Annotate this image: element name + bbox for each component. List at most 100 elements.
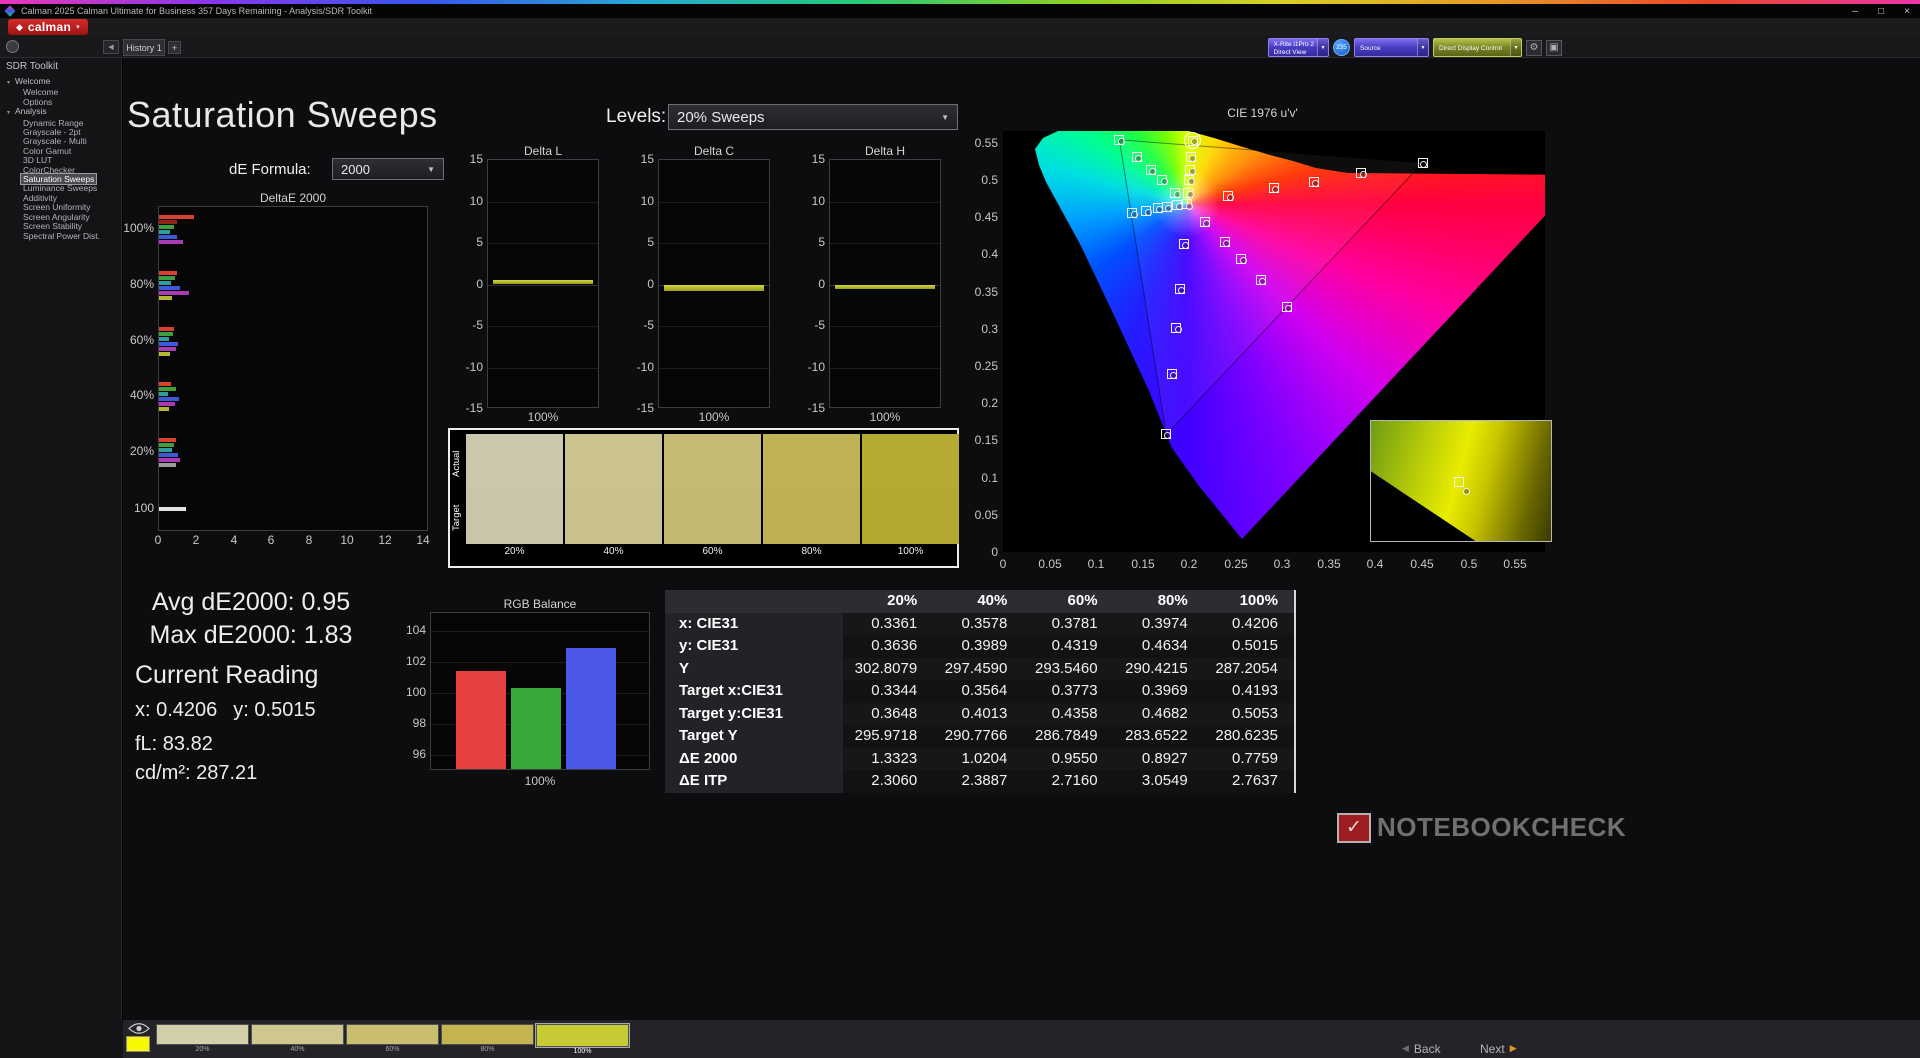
- cie-measured-marker: [1222, 239, 1230, 247]
- table-value-cell: 2.7637: [1203, 770, 1294, 793]
- tree-collapse-icon[interactable]: ▾: [7, 80, 11, 86]
- back-button[interactable]: ◀ Back: [1402, 1040, 1441, 1057]
- patch-swatch-100[interactable]: 100%: [535, 1023, 630, 1055]
- delta-l-title: Delta L: [523, 144, 563, 158]
- settings-gear-button[interactable]: ⚙: [1526, 39, 1542, 56]
- table-value-cell: 290.7766: [933, 725, 1024, 748]
- cie-measured-marker: [1239, 256, 1247, 264]
- levels-dropdown[interactable]: 20% Sweeps ▼: [668, 104, 958, 130]
- cie-x-tick: 0.45: [1410, 557, 1434, 571]
- table-value-cell: 0.3578: [933, 612, 1024, 635]
- patch-swatch-80[interactable]: 80%: [441, 1024, 534, 1053]
- chevron-down-icon: ▼: [1317, 39, 1328, 56]
- minimize-button[interactable]: –: [1852, 5, 1858, 17]
- meter-count-badge[interactable]: 235: [1333, 39, 1350, 56]
- back-label: Back: [1413, 1041, 1441, 1056]
- patch-swatch-40[interactable]: 40%: [251, 1024, 344, 1053]
- calman-logo-text: calman: [27, 20, 72, 34]
- table-value-cell: 0.4682: [1113, 702, 1204, 725]
- sidebar-item-3d-lut[interactable]: 3D LUT: [0, 156, 121, 165]
- sidebar-item-dynamic-range[interactable]: Dynamic Range: [0, 118, 121, 128]
- table-row-label: Target Y: [665, 725, 843, 748]
- deltae-bar: [159, 341, 178, 346]
- cie-measured-marker: [1259, 277, 1267, 285]
- de-formula-dropdown[interactable]: 2000 ▼: [332, 158, 444, 180]
- sidebar-item-color-gamut[interactable]: Color Gamut: [0, 146, 121, 156]
- calman-menu-button[interactable]: ◆ calman ▾: [8, 19, 88, 35]
- cie-y-tick: 0.55: [974, 136, 998, 150]
- sidebar-collapse-button[interactable]: ◀: [103, 40, 119, 54]
- deltae-bar-group-100: [159, 507, 187, 512]
- cie-measured-marker: [1160, 178, 1168, 185]
- meter-button[interactable]: X-Rite i1Pro 2 Direct View ▼: [1267, 38, 1329, 57]
- patch-swatch-60[interactable]: 60%: [346, 1024, 439, 1053]
- session-icon[interactable]: [6, 40, 19, 53]
- table-row-label: ΔE ITP: [665, 770, 843, 793]
- next-button[interactable]: Next ▶: [1480, 1040, 1517, 1057]
- tree-collapse-icon[interactable]: ▾: [7, 110, 11, 117]
- sidebar-item-saturation-sweeps[interactable]: Saturation Sweeps: [0, 173, 121, 186]
- notebookcheck-logo-icon: ✓: [1337, 812, 1371, 843]
- actual-swatch: [862, 434, 959, 489]
- sidebar-item-luminance-sweeps[interactable]: Luminance Sweeps: [0, 184, 121, 193]
- deltae-bar: [159, 275, 176, 280]
- sidebar-item-screen-stability[interactable]: Screen Stability: [0, 221, 121, 231]
- x-label: 100%: [698, 410, 730, 424]
- sidebar-item-welcome[interactable]: Welcome: [0, 88, 121, 97]
- y-tick: -10: [465, 359, 483, 374]
- gridline: [488, 201, 598, 203]
- sidebar-item-colorchecker[interactable]: ColorChecker: [0, 165, 121, 175]
- source-button[interactable]: Source ▼: [1354, 38, 1429, 57]
- sidebar-item-grayscale-multi[interactable]: Grayscale - Multi: [0, 137, 121, 146]
- tab-history-1[interactable]: History 1: [123, 39, 165, 56]
- cie-zoom-inset: [1370, 420, 1552, 542]
- cie-y-tick: 0.1: [981, 471, 998, 485]
- sidebar-item-additivity[interactable]: Additivity: [0, 193, 121, 203]
- deltae-x-tick: 0: [154, 533, 162, 547]
- sidebar-item-screen-angularity[interactable]: Screen Angularity: [0, 212, 121, 222]
- table-value-cell: 0.7759: [1203, 747, 1294, 770]
- patch-swatch-20[interactable]: 20%: [156, 1024, 249, 1053]
- delta-h-plot: [829, 159, 941, 408]
- cie-y-tick: 0.3: [981, 322, 998, 336]
- deltae-bar: [159, 447, 173, 452]
- table-value-cell: 0.4634: [1113, 635, 1204, 658]
- table-row-label: Y: [665, 657, 843, 680]
- page-title: Saturation Sweeps: [127, 94, 438, 135]
- eye-icon[interactable]: [127, 1022, 151, 1035]
- table-value-cell: 295.9718: [843, 725, 934, 748]
- sidebar-item-screen-uniformity[interactable]: Screen Uniformity: [0, 203, 121, 212]
- cie-measured-marker: [1135, 154, 1143, 162]
- target-swatch: [466, 489, 563, 544]
- deltae-x-tick: 12: [378, 533, 392, 547]
- y-tick: -10: [636, 359, 654, 374]
- maximize-button[interactable]: □: [1877, 5, 1885, 17]
- cie-measured-marker: [1186, 190, 1194, 198]
- table-value-cell: 2.3887: [933, 770, 1024, 793]
- cie-x-tick: 0.55: [1503, 557, 1527, 571]
- patch-swatch-label: 40%: [290, 1046, 305, 1053]
- pattern-window-button[interactable]: ▣: [1546, 39, 1562, 56]
- cie-selected-ring: [1184, 132, 1202, 150]
- table-value-cell: 286.7849: [1023, 725, 1114, 748]
- cie-measured-marker: [1149, 167, 1157, 175]
- y-tick: 100: [405, 685, 426, 699]
- sidebar-item-options[interactable]: Options: [0, 97, 121, 107]
- display-control-text: Direct Display Control: [1439, 44, 1502, 52]
- sidebar-item-spectral-power-dist[interactable]: Spectral Power Dist.: [0, 231, 121, 241]
- swatch-level-label: 100%: [897, 546, 924, 557]
- cie-measured-marker: [1188, 167, 1196, 175]
- actual-swatch: [664, 434, 761, 489]
- deltae-bar: [159, 386, 176, 391]
- close-button[interactable]: ×: [1904, 5, 1910, 17]
- table-value-cell: 0.5015: [1203, 635, 1294, 658]
- table-value-cell: 287.2054: [1203, 657, 1294, 680]
- sidebar-group-welcome[interactable]: ▾ Welcome: [0, 76, 121, 88]
- table-row: x: CIE31 0.3361 0.3578 0.3781 0.3974 0.4206: [665, 612, 1294, 635]
- current-x: x: 0.4206: [135, 699, 218, 721]
- sidebar-group-analysis[interactable]: ▾ Analysis: [0, 107, 121, 118]
- deltae-x-tick: 14: [416, 533, 430, 547]
- display-control-button[interactable]: Direct Display Control ▼: [1433, 38, 1522, 57]
- add-tab-button[interactable]: +: [168, 41, 181, 54]
- sidebar-item-grayscale-2pt[interactable]: Grayscale - 2pt: [0, 127, 121, 137]
